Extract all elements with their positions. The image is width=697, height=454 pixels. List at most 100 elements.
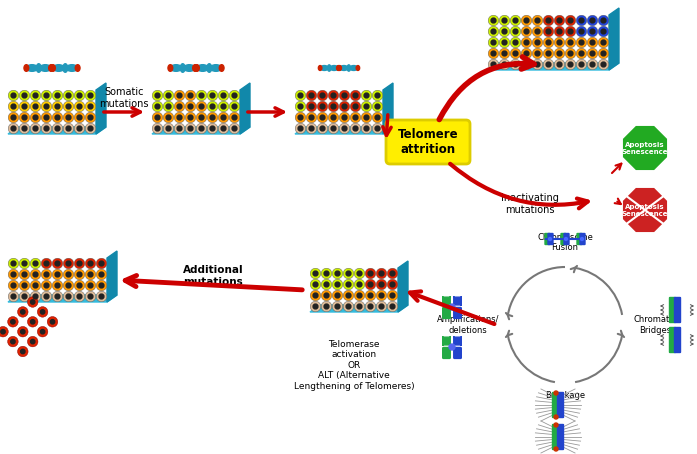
Circle shape — [565, 37, 576, 48]
Circle shape — [313, 271, 318, 276]
Circle shape — [8, 280, 19, 291]
Ellipse shape — [51, 64, 55, 71]
Circle shape — [163, 101, 174, 112]
Circle shape — [331, 104, 336, 109]
Circle shape — [310, 290, 321, 301]
Circle shape — [85, 101, 95, 112]
Circle shape — [99, 272, 104, 277]
Circle shape — [33, 283, 38, 288]
Circle shape — [166, 104, 171, 109]
Polygon shape — [609, 8, 619, 70]
Circle shape — [521, 59, 532, 70]
Circle shape — [52, 123, 63, 134]
Circle shape — [207, 112, 217, 123]
Circle shape — [20, 280, 30, 291]
Circle shape — [163, 90, 174, 101]
Circle shape — [449, 304, 455, 310]
Circle shape — [361, 112, 372, 123]
Circle shape — [296, 101, 306, 112]
Circle shape — [565, 15, 576, 26]
Circle shape — [52, 101, 63, 112]
Circle shape — [354, 301, 365, 312]
Circle shape — [188, 104, 193, 109]
Circle shape — [343, 290, 354, 301]
Circle shape — [309, 104, 314, 109]
Circle shape — [88, 126, 93, 131]
Circle shape — [331, 93, 336, 98]
Circle shape — [335, 271, 340, 276]
Circle shape — [601, 51, 606, 56]
Circle shape — [364, 104, 369, 109]
Circle shape — [535, 18, 540, 23]
Circle shape — [55, 126, 60, 131]
Circle shape — [229, 112, 240, 123]
Circle shape — [199, 115, 204, 120]
Circle shape — [174, 90, 185, 101]
Circle shape — [30, 101, 41, 112]
Circle shape — [524, 40, 529, 45]
Circle shape — [11, 104, 16, 109]
Circle shape — [21, 349, 25, 354]
Circle shape — [166, 93, 171, 98]
Circle shape — [85, 269, 95, 280]
FancyBboxPatch shape — [454, 336, 461, 346]
Circle shape — [390, 282, 395, 287]
Circle shape — [210, 93, 215, 98]
Circle shape — [17, 346, 28, 357]
Circle shape — [587, 26, 598, 37]
Circle shape — [581, 237, 583, 241]
Circle shape — [197, 101, 207, 112]
Circle shape — [368, 293, 373, 298]
Circle shape — [554, 37, 565, 48]
Circle shape — [8, 291, 19, 302]
Circle shape — [74, 123, 85, 134]
Circle shape — [554, 59, 565, 70]
Circle shape — [546, 62, 551, 67]
Ellipse shape — [347, 65, 351, 71]
Circle shape — [20, 123, 30, 134]
Circle shape — [335, 282, 340, 287]
Circle shape — [85, 258, 95, 269]
Circle shape — [66, 93, 71, 98]
Circle shape — [52, 280, 63, 291]
Circle shape — [306, 101, 316, 112]
Circle shape — [74, 101, 85, 112]
Circle shape — [379, 304, 384, 309]
Circle shape — [491, 18, 496, 23]
Circle shape — [320, 93, 325, 98]
FancyBboxPatch shape — [337, 66, 342, 69]
Circle shape — [587, 48, 598, 59]
Circle shape — [576, 59, 587, 70]
Circle shape — [346, 293, 351, 298]
Ellipse shape — [24, 64, 29, 71]
Circle shape — [77, 294, 82, 299]
Text: Telomerase
activation
OR
ALT (Alternative
Lengthening of Telomeres): Telomerase activation OR ALT (Alternativ… — [293, 340, 414, 390]
FancyBboxPatch shape — [386, 120, 470, 164]
Circle shape — [598, 37, 608, 48]
Circle shape — [177, 115, 182, 120]
Circle shape — [557, 51, 562, 56]
Circle shape — [598, 15, 608, 26]
Circle shape — [533, 15, 543, 26]
Circle shape — [354, 279, 365, 290]
Circle shape — [20, 291, 30, 302]
Circle shape — [320, 126, 325, 131]
Circle shape — [342, 93, 347, 98]
Circle shape — [521, 26, 532, 37]
Circle shape — [298, 115, 303, 120]
Circle shape — [88, 93, 93, 98]
Circle shape — [379, 282, 384, 287]
Circle shape — [533, 59, 543, 70]
Circle shape — [565, 48, 576, 59]
Polygon shape — [310, 305, 408, 312]
Circle shape — [343, 279, 354, 290]
Circle shape — [185, 90, 196, 101]
Circle shape — [210, 104, 215, 109]
Circle shape — [229, 90, 240, 101]
Circle shape — [31, 340, 35, 344]
Circle shape — [66, 294, 71, 299]
Circle shape — [513, 29, 518, 34]
Text: Chromosome
Fusion: Chromosome Fusion — [537, 232, 593, 252]
Circle shape — [361, 90, 372, 101]
Circle shape — [502, 40, 507, 45]
